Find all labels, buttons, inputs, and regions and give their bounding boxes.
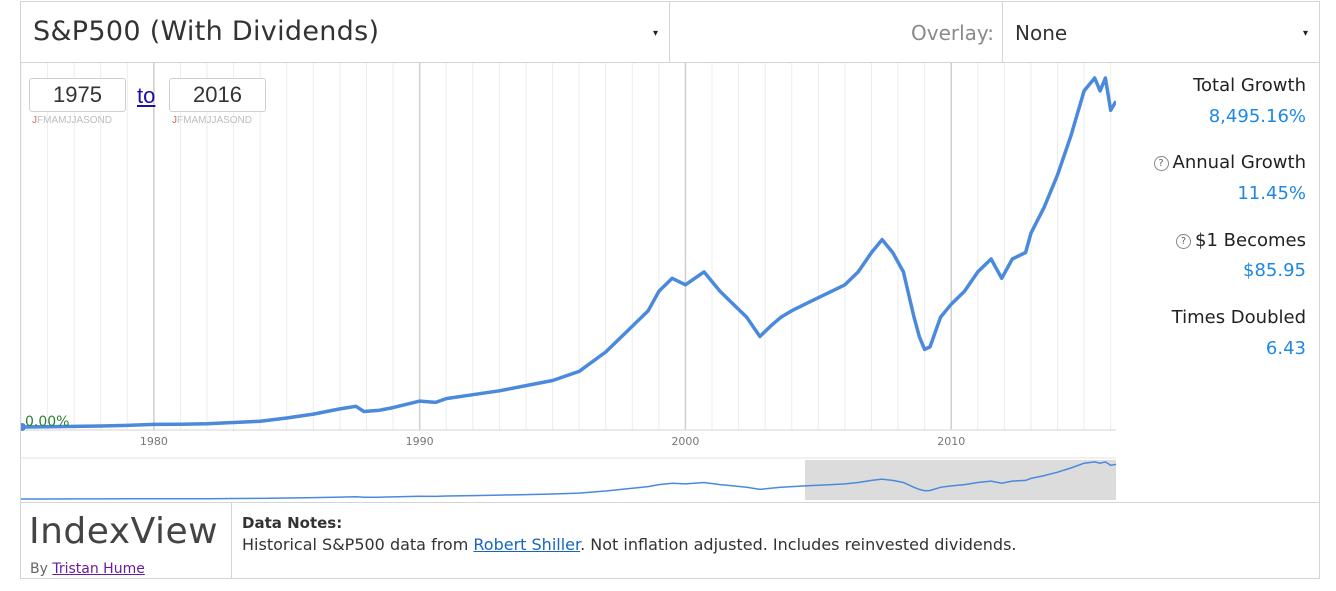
help-icon[interactable]: ? — [1153, 156, 1169, 171]
from-current-month[interactable]: J — [32, 115, 37, 126]
annual-growth-label: Annual Growth — [1172, 152, 1306, 173]
total-growth-value: 8,495.16% — [1208, 106, 1306, 127]
author-line: By Tristan Hume — [30, 561, 145, 577]
overlay-select[interactable]: None ▾ — [1002, 2, 1320, 62]
data-notes: Data Notes: Historical S&P500 data from … — [242, 512, 1022, 556]
x-axis-ticks: 1980 1990 2000 2010 — [140, 435, 965, 448]
x-tick-label: 2000 — [671, 435, 699, 448]
dollar-becomes-label-row: ? $1 Becomes — [1176, 230, 1306, 251]
index-select-value: S&P500 (With Dividends) — [33, 16, 380, 47]
from-month-picker[interactable]: JFMAMJJASOND — [32, 115, 112, 126]
from-year-input[interactable]: 1975 — [29, 78, 126, 112]
footer: IndexView By Tristan Hume Data Notes: Hi… — [20, 502, 1320, 580]
index-select[interactable]: S&P500 (With Dividends) ▾ — [21, 2, 670, 62]
chevron-down-icon: ▾ — [653, 28, 659, 39]
series-line — [21, 76, 1116, 429]
to-month-picker[interactable]: JFMAMJJASOND — [172, 115, 252, 126]
dollar-becomes-label: $1 Becomes — [1195, 230, 1306, 251]
times-doubled-value: 6.43 — [1265, 338, 1306, 359]
chart-area: 1980 1990 2000 2010 0.00% 1975 JFMAMJJASOND… — [21, 63, 1116, 503]
annual-growth-value: 11.45% — [1237, 183, 1306, 204]
to-year-input[interactable]: 2016 — [169, 78, 266, 112]
data-notes-text-1: Historical S&P500 data from — [242, 535, 469, 554]
to-link[interactable]: to — [137, 83, 156, 108]
annual-growth-label-row: ? Annual Growth — [1153, 152, 1306, 173]
data-notes-title: Data Notes: — [242, 514, 343, 532]
x-tick-label: 1980 — [140, 435, 168, 448]
help-icon[interactable]: ? — [1176, 234, 1192, 249]
data-notes-text-2: . Not inflation adjusted. Includes reinv… — [580, 535, 1017, 554]
times-doubled-label: Times Doubled — [1171, 307, 1306, 328]
chart-major-grid — [153, 63, 952, 430]
brand-logo: IndexView — [29, 511, 219, 552]
overlay-label: Overlay: — [911, 21, 995, 45]
navigator-line — [21, 461, 1116, 500]
chevron-down-icon: ▾ — [1303, 28, 1309, 39]
top-bar: S&P500 (With Dividends) ▾ Overlay: None … — [20, 1, 1320, 63]
x-tick-label: 2010 — [937, 435, 965, 448]
overlay-select-value: None — [1015, 21, 1068, 45]
start-point — [21, 423, 26, 431]
author-link[interactable]: Tristan Hume — [52, 561, 145, 577]
navigator-window[interactable] — [805, 460, 1116, 500]
x-tick-label: 1990 — [406, 435, 434, 448]
shiller-link[interactable]: Robert Shiller — [473, 535, 581, 554]
growth-chart[interactable]: 1980 1990 2000 2010 0.00% — [21, 63, 1116, 503]
stats-panel: Total Growth 8,495.16% ? Annual Growth 11… — [1116, 63, 1306, 503]
by-prefix: By — [30, 561, 48, 577]
start-percent-label: 0.00% — [25, 414, 69, 430]
from-month-list[interactable]: FMAMJJASOND — [37, 115, 112, 126]
dollar-becomes-value: $85.95 — [1243, 260, 1306, 281]
brand-block: IndexView By Tristan Hume — [20, 503, 232, 579]
to-current-month[interactable]: J — [172, 115, 177, 126]
total-growth-label: Total Growth — [1193, 75, 1306, 96]
to-month-list[interactable]: FMAMJJASOND — [177, 115, 252, 126]
